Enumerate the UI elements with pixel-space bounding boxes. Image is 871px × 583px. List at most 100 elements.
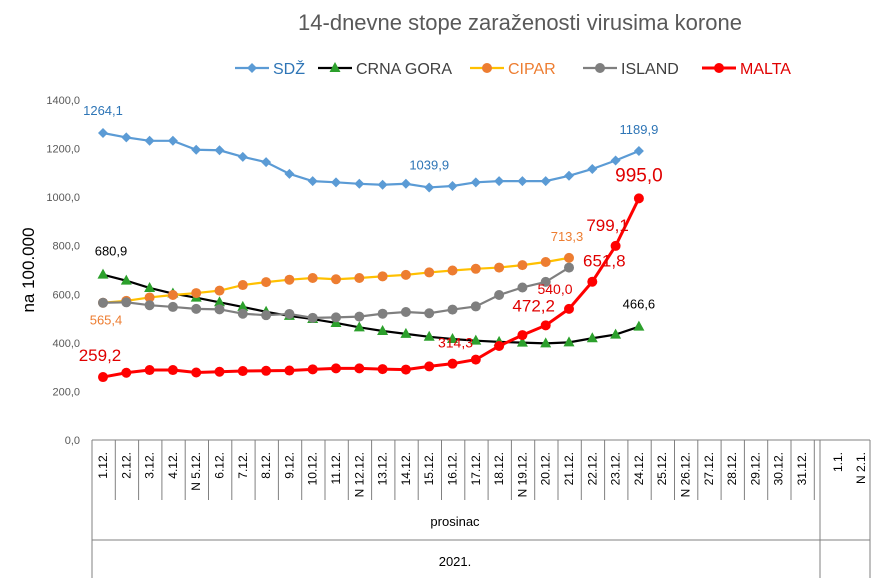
x-tick-label: 30.12. — [772, 452, 786, 485]
data-point — [470, 334, 482, 345]
x-tick-label: 8.12. — [259, 452, 273, 479]
data-point — [307, 273, 318, 284]
series-cipar — [98, 252, 574, 308]
legend-label: CIPAR — [508, 61, 556, 78]
data-label: 466,6 — [623, 297, 656, 312]
data-point — [540, 276, 551, 287]
data-point — [564, 252, 574, 263]
x-tick-label: 20.12. — [539, 452, 553, 485]
data-label: 799,1 — [586, 216, 629, 235]
x-tick-label: 13.12. — [376, 452, 390, 485]
data-point — [540, 256, 551, 267]
x-tick-label: 28.12. — [725, 452, 739, 485]
data-point — [284, 365, 295, 376]
x-axis-month-label: prosinac — [430, 514, 480, 529]
data-point — [400, 178, 411, 189]
x-tick-label: N 5.12. — [189, 452, 203, 491]
data-point — [470, 301, 481, 312]
data-point — [237, 308, 248, 319]
data-point — [610, 328, 622, 339]
x-tick-label: 25.12. — [655, 452, 669, 485]
data-point — [144, 300, 155, 311]
x-axis: 1.12. 2.12. 3.12. 4.12. N 5.12. 6.12. 7.12. 8.1… — [91, 439, 871, 578]
data-point — [121, 367, 132, 378]
x-tick-label: 10.12. — [306, 452, 320, 485]
y-tick-label: 1200,0 — [46, 144, 80, 156]
data-point — [214, 296, 225, 307]
data-point — [307, 364, 318, 375]
data-label: 565,4 — [90, 313, 123, 328]
data-point — [261, 365, 272, 376]
data-label: 259,2 — [79, 346, 122, 365]
x-tick-label: 27.12. — [702, 452, 716, 485]
legend-label: CRNA GORA — [356, 61, 452, 78]
data-point — [470, 354, 481, 365]
x-tick-label: 29.12. — [748, 452, 762, 485]
data-labels: 1264,1 1039,9 1189,9 680,9 466,6 565,4 713,3 25… — [79, 103, 663, 365]
x-tick-label: 17.12. — [469, 452, 483, 485]
y-tick-label: 800,0 — [52, 241, 80, 253]
data-point — [470, 263, 481, 274]
data-point — [214, 304, 225, 315]
x-tick-label: 11.12. — [329, 452, 343, 484]
data-point — [97, 268, 109, 279]
legend-label: SDŽ — [273, 59, 305, 78]
y-tick-label: 600,0 — [52, 289, 80, 301]
data-point — [633, 146, 644, 157]
data-point — [400, 327, 412, 338]
data-label: 1039,9 — [409, 157, 449, 172]
data-point — [354, 311, 365, 322]
data-point — [563, 336, 575, 347]
data-point — [307, 312, 318, 323]
data-point — [377, 308, 388, 319]
legend-label: MALTA — [740, 61, 791, 78]
legend-marker — [714, 63, 724, 73]
x-tick-label: 21.12. — [562, 452, 576, 485]
x-tick-label: 31.12. — [795, 452, 809, 485]
legend-item: SDŽ — [235, 59, 305, 78]
data-point — [191, 367, 202, 378]
data-point — [261, 157, 272, 168]
legend-item: MALTA — [702, 61, 791, 78]
data-point — [447, 332, 458, 343]
data-point — [564, 170, 574, 181]
data-point — [517, 176, 528, 187]
data-point — [447, 265, 458, 276]
data-point — [400, 364, 411, 375]
data-point — [494, 341, 505, 352]
data-point — [331, 274, 341, 285]
series-layer — [97, 128, 645, 383]
legend-marker — [482, 63, 492, 73]
data-point — [284, 308, 295, 319]
data-point — [284, 168, 295, 179]
data-point — [564, 303, 574, 314]
data-point — [98, 297, 108, 308]
x-tick-label: 3.12. — [143, 452, 157, 479]
data-point — [261, 310, 272, 321]
chart-title: 14-dnevne stope zaraženosti virusima kor… — [298, 10, 742, 35]
data-point — [354, 178, 365, 189]
legend-marker — [247, 63, 257, 73]
data-point — [423, 330, 435, 341]
data-point — [470, 177, 481, 188]
legend-item: CIPAR — [470, 61, 556, 78]
data-point — [424, 361, 435, 372]
data-point — [447, 180, 458, 191]
data-point — [400, 307, 411, 318]
data-label: 995,0 — [615, 165, 663, 186]
y-tick-label: 1000,0 — [46, 192, 80, 204]
data-point — [331, 363, 341, 374]
data-point — [144, 281, 156, 292]
x-tick-label: 22.12. — [585, 452, 599, 485]
data-point — [540, 337, 552, 348]
legend-marker — [329, 62, 341, 72]
data-point — [353, 321, 365, 332]
data-point — [354, 273, 365, 284]
x-tick-label: 1.1. — [831, 452, 845, 472]
data-point — [167, 290, 178, 301]
legend-label: ISLAND — [621, 61, 679, 78]
data-point — [447, 358, 458, 369]
series-sdž — [98, 128, 644, 193]
data-label: 1189,9 — [620, 122, 659, 137]
